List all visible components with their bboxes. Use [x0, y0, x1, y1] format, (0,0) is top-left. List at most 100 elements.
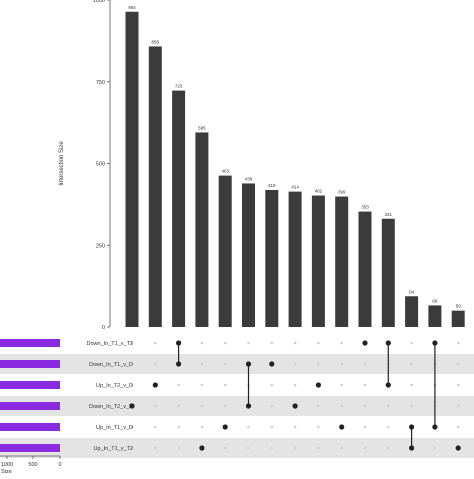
matrix-dot-inactive — [340, 383, 344, 387]
matrix-dot-inactive — [387, 404, 390, 408]
set-name-label: Up_In_T1_v_D — [96, 425, 133, 431]
matrix-dot-inactive — [317, 446, 320, 450]
bar-value-label: 331 — [385, 212, 393, 217]
matrix-dot-inactive — [177, 404, 180, 408]
y-tick-label: 0 — [102, 325, 105, 331]
intersection-bar — [288, 191, 302, 327]
matrix-dot-inactive — [200, 383, 204, 387]
matrix-dot-inactive — [177, 425, 180, 429]
set-size-bar — [0, 402, 60, 410]
matrix-dot-inactive — [223, 383, 227, 387]
matrix-dot-inactive — [130, 362, 134, 366]
matrix-dot-active — [409, 445, 415, 451]
matrix-dot-inactive — [340, 341, 344, 345]
matrix-dot-active — [385, 340, 391, 346]
set-size-tick-label: 0 — [58, 462, 61, 468]
set-name-label: Up_In_T1_v_T2 — [94, 446, 133, 452]
matrix-dot-inactive — [270, 446, 274, 450]
matrix-dot-inactive — [200, 404, 204, 408]
matrix-dot-inactive — [410, 341, 413, 345]
matrix-dot-inactive — [247, 446, 250, 450]
intersection-bar — [242, 183, 255, 327]
set-size-bar — [0, 339, 60, 347]
matrix-dot-inactive — [317, 404, 320, 408]
bar-value-label: 402 — [315, 189, 323, 194]
matrix-dot-inactive — [410, 362, 413, 366]
matrix-dot-inactive — [293, 362, 297, 366]
matrix-dot-inactive — [363, 446, 367, 450]
matrix-dot-inactive — [410, 404, 413, 408]
matrix-dot-inactive — [456, 383, 460, 387]
intersection-bar — [218, 175, 232, 327]
matrix-dot-inactive — [317, 425, 320, 429]
matrix-dot-active — [176, 340, 182, 346]
intersection-bar — [311, 195, 325, 327]
matrix-row-shade — [0, 396, 474, 416]
set-size-bar — [0, 360, 60, 368]
bar-value-label: 353 — [361, 205, 369, 210]
matrix-dot-inactive — [247, 425, 250, 429]
matrix-dot-inactive — [387, 446, 390, 450]
set-name-label: Down_In_T2_v_D — [89, 404, 133, 410]
matrix-dot-inactive — [154, 446, 157, 450]
matrix-row-shade — [0, 354, 474, 374]
bar-value-label: 723 — [175, 84, 183, 89]
matrix-dot-inactive — [363, 383, 367, 387]
intersection-bar — [172, 90, 186, 327]
set-name-label: Up_In_T2_v_D — [96, 383, 133, 389]
bar-value-label: 439 — [245, 176, 253, 181]
matrix-dot-active — [129, 403, 135, 409]
intersection-bar — [451, 310, 465, 327]
matrix-dot-active — [245, 361, 252, 367]
matrix-dot-inactive — [456, 425, 460, 429]
matrix-dot-inactive — [154, 425, 157, 429]
set-size-bar — [0, 381, 60, 389]
matrix-dot-inactive — [200, 362, 204, 366]
y-tick-label: 500 — [96, 162, 105, 168]
matrix-dot-inactive — [317, 341, 320, 345]
matrix-dot-inactive — [154, 404, 157, 408]
set-name-label: Down_In_T1_v_D — [89, 362, 133, 368]
intersection-bar — [195, 132, 209, 327]
matrix-dot-inactive — [270, 341, 274, 345]
matrix-dot-inactive — [223, 341, 227, 345]
matrix-dot-active — [432, 340, 438, 346]
matrix-dot-active — [269, 361, 275, 367]
matrix-dot-inactive — [433, 446, 437, 450]
intersection-bar — [265, 189, 279, 327]
matrix-dot-inactive — [363, 404, 367, 408]
matrix-dot-inactive — [387, 425, 390, 429]
bar-value-label: 463 — [221, 169, 229, 174]
matrix-dot-inactive — [223, 362, 227, 366]
matrix-dot-active — [362, 340, 368, 346]
matrix-dot-inactive — [200, 425, 204, 429]
matrix-dot-active — [385, 382, 391, 388]
matrix-dot-inactive — [200, 341, 204, 345]
matrix-dot-active — [409, 424, 415, 430]
matrix-dot-active — [339, 424, 345, 430]
matrix-dot-active — [199, 445, 205, 451]
matrix-dot-active — [222, 424, 228, 430]
matrix-dot-active — [432, 424, 438, 430]
matrix-dot-inactive — [270, 425, 274, 429]
matrix-dot-inactive — [293, 383, 297, 387]
bar-value-label: 964 — [128, 5, 136, 10]
matrix-dot-inactive — [270, 404, 274, 408]
matrix-dot-inactive — [130, 425, 134, 429]
set-size-bar — [0, 423, 60, 431]
matrix-dot-inactive — [340, 362, 344, 366]
matrix-dot-active — [292, 403, 298, 409]
matrix-dot-inactive — [317, 362, 320, 366]
matrix-dot-active — [315, 382, 321, 388]
matrix-dot-inactive — [154, 341, 157, 345]
intersection-bar — [381, 218, 395, 327]
matrix-dot-inactive — [223, 404, 227, 408]
matrix-dot-inactive — [293, 446, 297, 450]
set-size-tick-label: 1000 — [1, 462, 13, 468]
matrix-dot-inactive — [154, 362, 157, 366]
matrix-dot-active — [455, 445, 461, 451]
matrix-dot-inactive — [223, 446, 227, 450]
intersection-bar — [335, 196, 349, 327]
